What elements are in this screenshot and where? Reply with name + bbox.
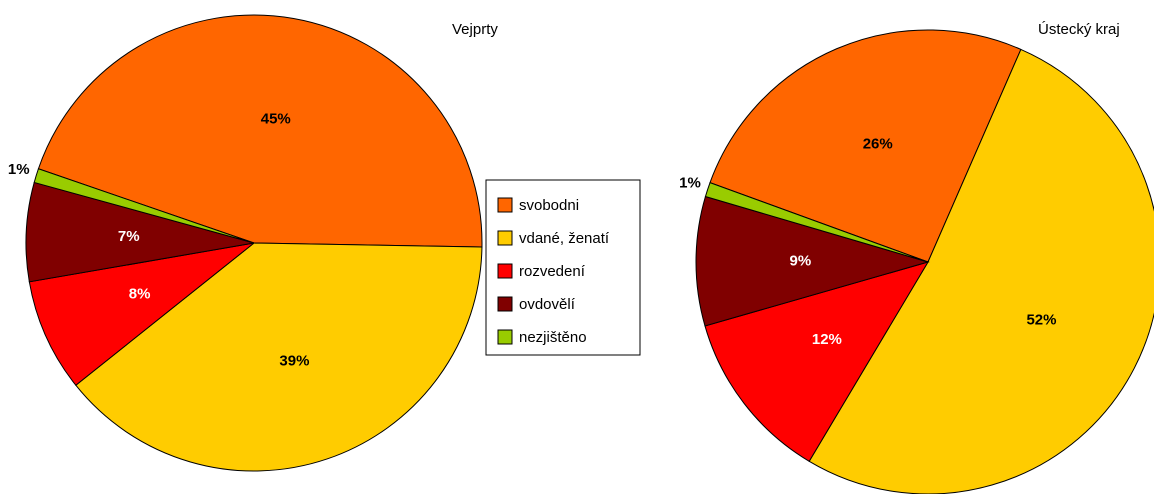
legend-label: svobodni: [519, 197, 579, 214]
chart-title: Ústecký kraj: [1038, 21, 1120, 38]
legend-label: rozvedení: [519, 263, 586, 280]
legend-swatch: [497, 230, 513, 246]
chart-title: Vejprty: [452, 21, 498, 38]
legend-label: ovdovělí: [519, 296, 576, 313]
slice-label: 1%: [679, 175, 701, 192]
legend-label: nezjištěno: [519, 329, 587, 346]
legend-swatch: [497, 296, 513, 312]
pie-slice: [704, 261, 930, 462]
slice-label: 26%: [863, 136, 893, 153]
slice-label: 8%: [129, 285, 151, 302]
pie-slice: [695, 195, 930, 327]
slice-label: 39%: [279, 353, 309, 370]
legend-swatch: [497, 329, 513, 345]
slice-label: 12%: [812, 331, 842, 348]
pie-slice: [709, 29, 1022, 263]
slice-label: 45%: [261, 110, 291, 127]
legend-swatch: [497, 263, 513, 279]
pie-slice: [704, 182, 929, 263]
slice-label: 1%: [8, 161, 30, 178]
slice-label: 7%: [118, 228, 140, 245]
pie-slice: [75, 242, 483, 472]
pie-slice: [808, 48, 1154, 494]
pie-slice: [28, 242, 255, 386]
slice-label: 9%: [790, 253, 812, 270]
legend-swatch: [497, 197, 513, 213]
legend-label: vdané, ženatí: [519, 230, 610, 247]
slice-label: 52%: [1026, 311, 1056, 328]
pie-slice: [37, 14, 483, 248]
pie-slice: [33, 168, 255, 244]
